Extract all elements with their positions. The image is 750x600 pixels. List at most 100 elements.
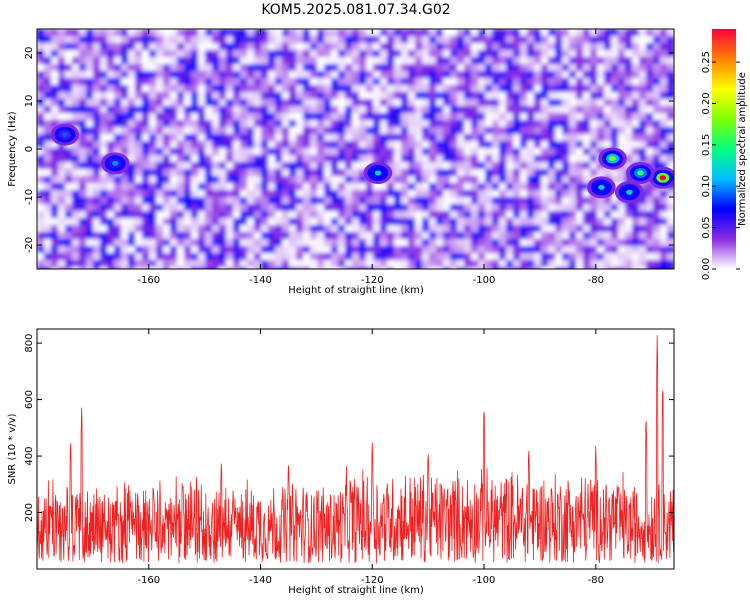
heatmap-cell bbox=[275, 253, 283, 261]
heatmap-cell bbox=[289, 183, 297, 191]
heatmap-cell bbox=[79, 113, 87, 121]
heatmap-cell bbox=[142, 113, 150, 121]
heatmap-cell bbox=[548, 36, 556, 44]
heatmap-cell bbox=[44, 43, 52, 51]
y-tick-label: 800 bbox=[24, 334, 35, 353]
heatmap-cell bbox=[247, 113, 255, 121]
heatmap-cell bbox=[324, 141, 332, 149]
heatmap-cell bbox=[653, 92, 661, 100]
heatmap-cell bbox=[121, 50, 129, 58]
heatmap-cell bbox=[65, 99, 73, 107]
heatmap-cell bbox=[513, 113, 521, 121]
heatmap-cell bbox=[443, 162, 451, 170]
heatmap-cell bbox=[177, 169, 185, 177]
heatmap-cell bbox=[114, 113, 122, 121]
heatmap-cell bbox=[611, 57, 619, 65]
heatmap-cell bbox=[506, 134, 514, 142]
heatmap-cell bbox=[639, 225, 647, 233]
heatmap-cell bbox=[471, 225, 479, 233]
heatmap-cell bbox=[338, 148, 346, 156]
heatmap-cell bbox=[450, 120, 458, 128]
heatmap-cell bbox=[107, 99, 115, 107]
heatmap-cell bbox=[170, 253, 178, 261]
heatmap-cell bbox=[583, 211, 591, 219]
heatmap-cell bbox=[58, 113, 66, 121]
heatmap-cell bbox=[149, 218, 157, 226]
heatmap-cell bbox=[562, 106, 570, 114]
heatmap-cell bbox=[261, 239, 269, 247]
heatmap-cell bbox=[597, 36, 605, 44]
heatmap-cell bbox=[527, 197, 535, 205]
heatmap-cell bbox=[58, 267, 66, 269]
heatmap-cell bbox=[261, 113, 269, 121]
heatmap-cell bbox=[114, 232, 122, 240]
heatmap-cell bbox=[632, 71, 640, 79]
heatmap-cell bbox=[107, 197, 115, 205]
heatmap-cell bbox=[625, 99, 633, 107]
heatmap-cell bbox=[156, 218, 164, 226]
heatmap-cell bbox=[261, 246, 269, 254]
heatmap-cell bbox=[457, 246, 465, 254]
heatmap-cell bbox=[569, 50, 577, 58]
heatmap-cell bbox=[191, 155, 199, 163]
heatmap-cell bbox=[478, 232, 486, 240]
heatmap-cell bbox=[408, 127, 416, 135]
heatmap-cell bbox=[226, 169, 234, 177]
heatmap-cell bbox=[226, 127, 234, 135]
heatmap-cell bbox=[51, 120, 59, 128]
heatmap-cell bbox=[65, 162, 73, 170]
heatmap-cell bbox=[331, 218, 339, 226]
heatmap-cell bbox=[569, 85, 577, 93]
heatmap-cell bbox=[408, 92, 416, 100]
heatmap-cell bbox=[247, 120, 255, 128]
heatmap-cell bbox=[324, 239, 332, 247]
heatmap-cell bbox=[317, 127, 325, 135]
heatmap-cell bbox=[121, 36, 129, 44]
heatmap-cell bbox=[555, 43, 563, 51]
heatmap-cell bbox=[604, 141, 612, 149]
heatmap-hotspot bbox=[626, 189, 633, 195]
heatmap-cell bbox=[576, 43, 584, 51]
heatmap-cell bbox=[380, 155, 388, 163]
heatmap-cell bbox=[65, 43, 73, 51]
heatmap-cell bbox=[58, 106, 66, 114]
heatmap-cell bbox=[408, 225, 416, 233]
heatmap-cell bbox=[667, 71, 674, 79]
heatmap-cell bbox=[37, 162, 45, 170]
heatmap-cell bbox=[457, 50, 465, 58]
heatmap-cell bbox=[86, 141, 94, 149]
heatmap-cell bbox=[373, 50, 381, 58]
heatmap-cell bbox=[142, 162, 150, 170]
heatmap-cell bbox=[597, 134, 605, 142]
heatmap-cell bbox=[282, 141, 290, 149]
heatmap-cell bbox=[156, 113, 164, 121]
heatmap-cell bbox=[289, 106, 297, 114]
heatmap-cell bbox=[471, 253, 479, 261]
heatmap-cell bbox=[660, 260, 668, 268]
heatmap-cell bbox=[492, 246, 500, 254]
heatmap-cell bbox=[331, 253, 339, 261]
heatmap-cell bbox=[191, 64, 199, 72]
heatmap-cell bbox=[520, 267, 528, 269]
heatmap-cell bbox=[485, 57, 493, 65]
heatmap-cell bbox=[604, 232, 612, 240]
heatmap-cell bbox=[597, 78, 605, 86]
heatmap-cell bbox=[660, 204, 668, 212]
heatmap-cell bbox=[534, 239, 542, 247]
heatmap-cell bbox=[513, 78, 521, 86]
heatmap-cell bbox=[366, 36, 374, 44]
heatmap-cell bbox=[359, 36, 367, 44]
heatmap-cell bbox=[660, 36, 668, 44]
heatmap-cell bbox=[380, 106, 388, 114]
heatmap-cell bbox=[366, 190, 374, 198]
heatmap-cell bbox=[58, 246, 66, 254]
heatmap-cell bbox=[471, 29, 479, 37]
heatmap-cell bbox=[597, 239, 605, 247]
heatmap-cell bbox=[408, 99, 416, 107]
heatmap-cell bbox=[576, 176, 584, 184]
heatmap-cell bbox=[359, 155, 367, 163]
heatmap-cell bbox=[156, 120, 164, 128]
heatmap-cell bbox=[548, 183, 556, 191]
heatmap-cell bbox=[79, 134, 87, 142]
